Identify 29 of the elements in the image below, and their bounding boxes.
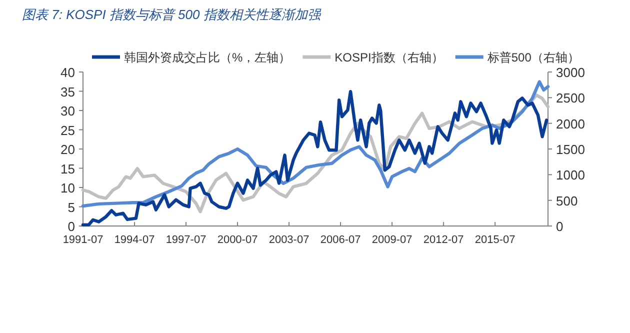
y2-tick-label: 1000 [556,168,585,183]
y-tick-label: 10 [60,180,75,196]
y2-tick-label: 1500 [556,142,585,157]
legend-label: KOSPI指数（右轴） [334,50,444,64]
y2-tick-label: 3000 [556,65,585,80]
x-tick-label: 2009-07 [372,234,412,246]
legend-label: 韩国外资成交占比（%，左轴） [124,50,291,64]
y-tick-label: 15 [60,161,75,176]
y-tick-label: 25 [60,122,75,138]
y2-tick-label: 2500 [556,90,585,106]
x-tick-label: 2000-07 [217,234,258,246]
y2-tick-label: 0 [556,219,564,234]
x-tick-label: 1997-07 [166,234,206,246]
x-tick-label: 2015-07 [474,234,516,246]
y2-tick-label: 2000 [556,116,585,132]
x-tick-label: 2006-07 [320,234,361,246]
y-tick-label: 40 [60,65,75,80]
y-tick-label: 0 [68,219,75,234]
legend-label: 标普500（右轴） [486,50,580,64]
chart-title: 图表 7: KOSPI 指数与标普 500 指数相关性逐渐加强 [22,7,322,22]
y-tick-label: 20 [60,142,75,157]
y-tick-label: 35 [60,84,75,100]
x-tick-label: 2012-07 [423,234,464,246]
y-tick-label: 5 [68,200,75,215]
x-tick-label: 2003-07 [268,234,310,246]
x-tick-label: 1994-07 [114,234,155,246]
x-tick-label: 1991-07 [62,234,104,246]
y2-tick-label: 500 [556,193,578,208]
y-tick-label: 30 [60,104,75,118]
